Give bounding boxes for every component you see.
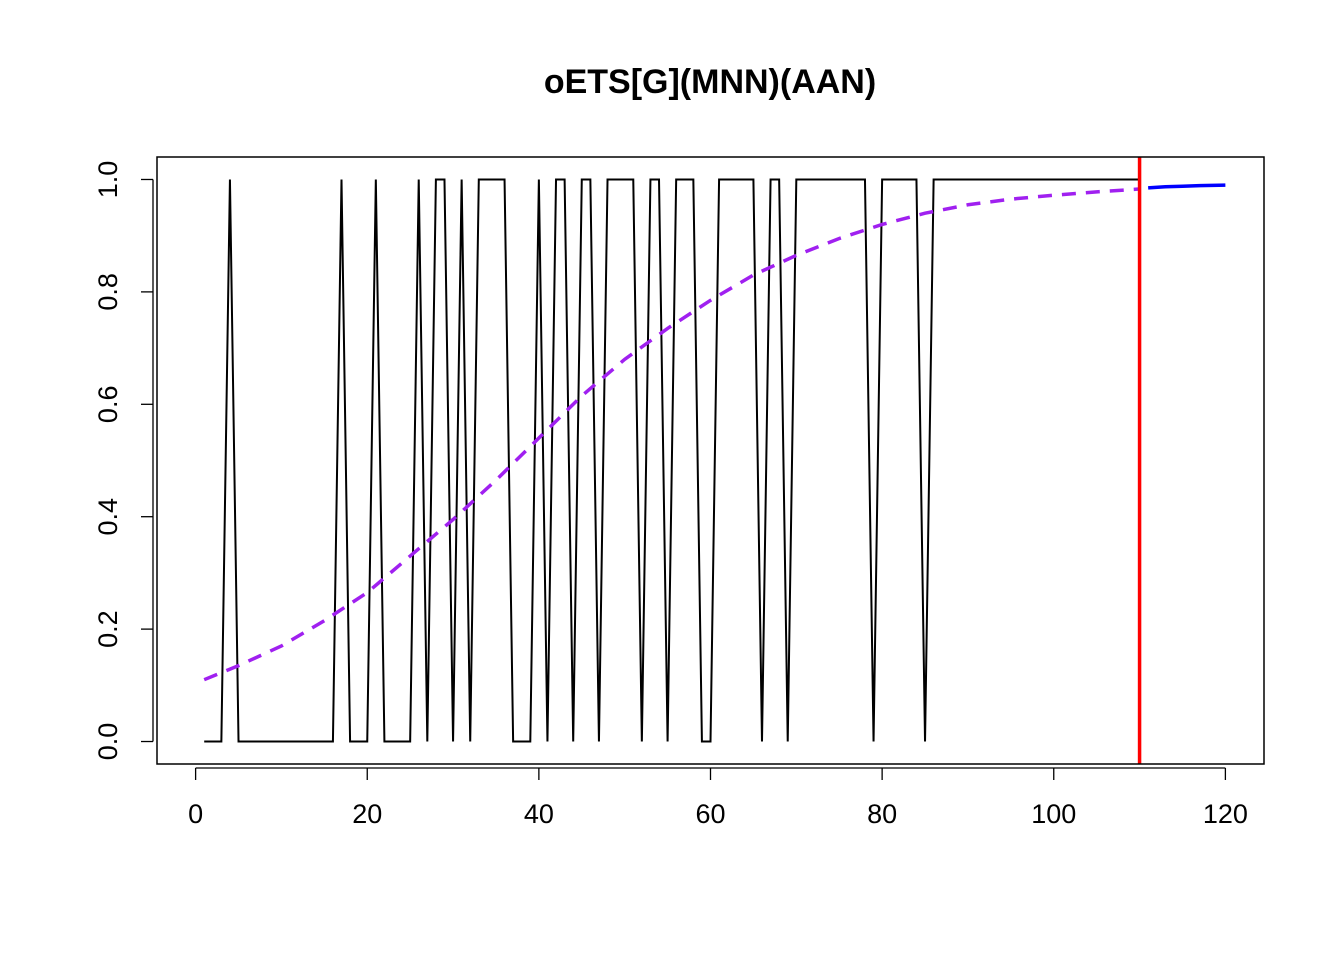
x-tick-label: 20 [352,799,382,829]
plot-frame [156,156,1265,765]
x-tick-label: 80 [867,799,897,829]
x-tick-label: 40 [524,799,554,829]
x-tick-label: 100 [1031,799,1076,829]
y-tick-label: 0.2 [93,610,123,648]
x-tick-label: 120 [1203,799,1248,829]
fitted-line [203,187,1140,682]
x-tick-label: 60 [695,799,725,829]
actuals-line [204,178,1140,743]
y-tick-label: 0.8 [93,273,123,311]
y-tick-label: 0.0 [93,723,123,761]
axes-layer: 0 20 40 60 80 100 120 0.0 0.2 0.4 0.6 0.8 1.0 [93,161,1248,829]
series-layer [203,157,1226,764]
forecast-line [1148,183,1226,190]
chart-title: oETS[G](MNN)(AAN) [544,63,876,101]
y-tick-label: 0.4 [93,498,123,536]
x-tick-label: 0 [188,799,203,829]
y-tick-label: 1.0 [93,161,123,199]
y-tick-label: 0.6 [93,386,123,424]
